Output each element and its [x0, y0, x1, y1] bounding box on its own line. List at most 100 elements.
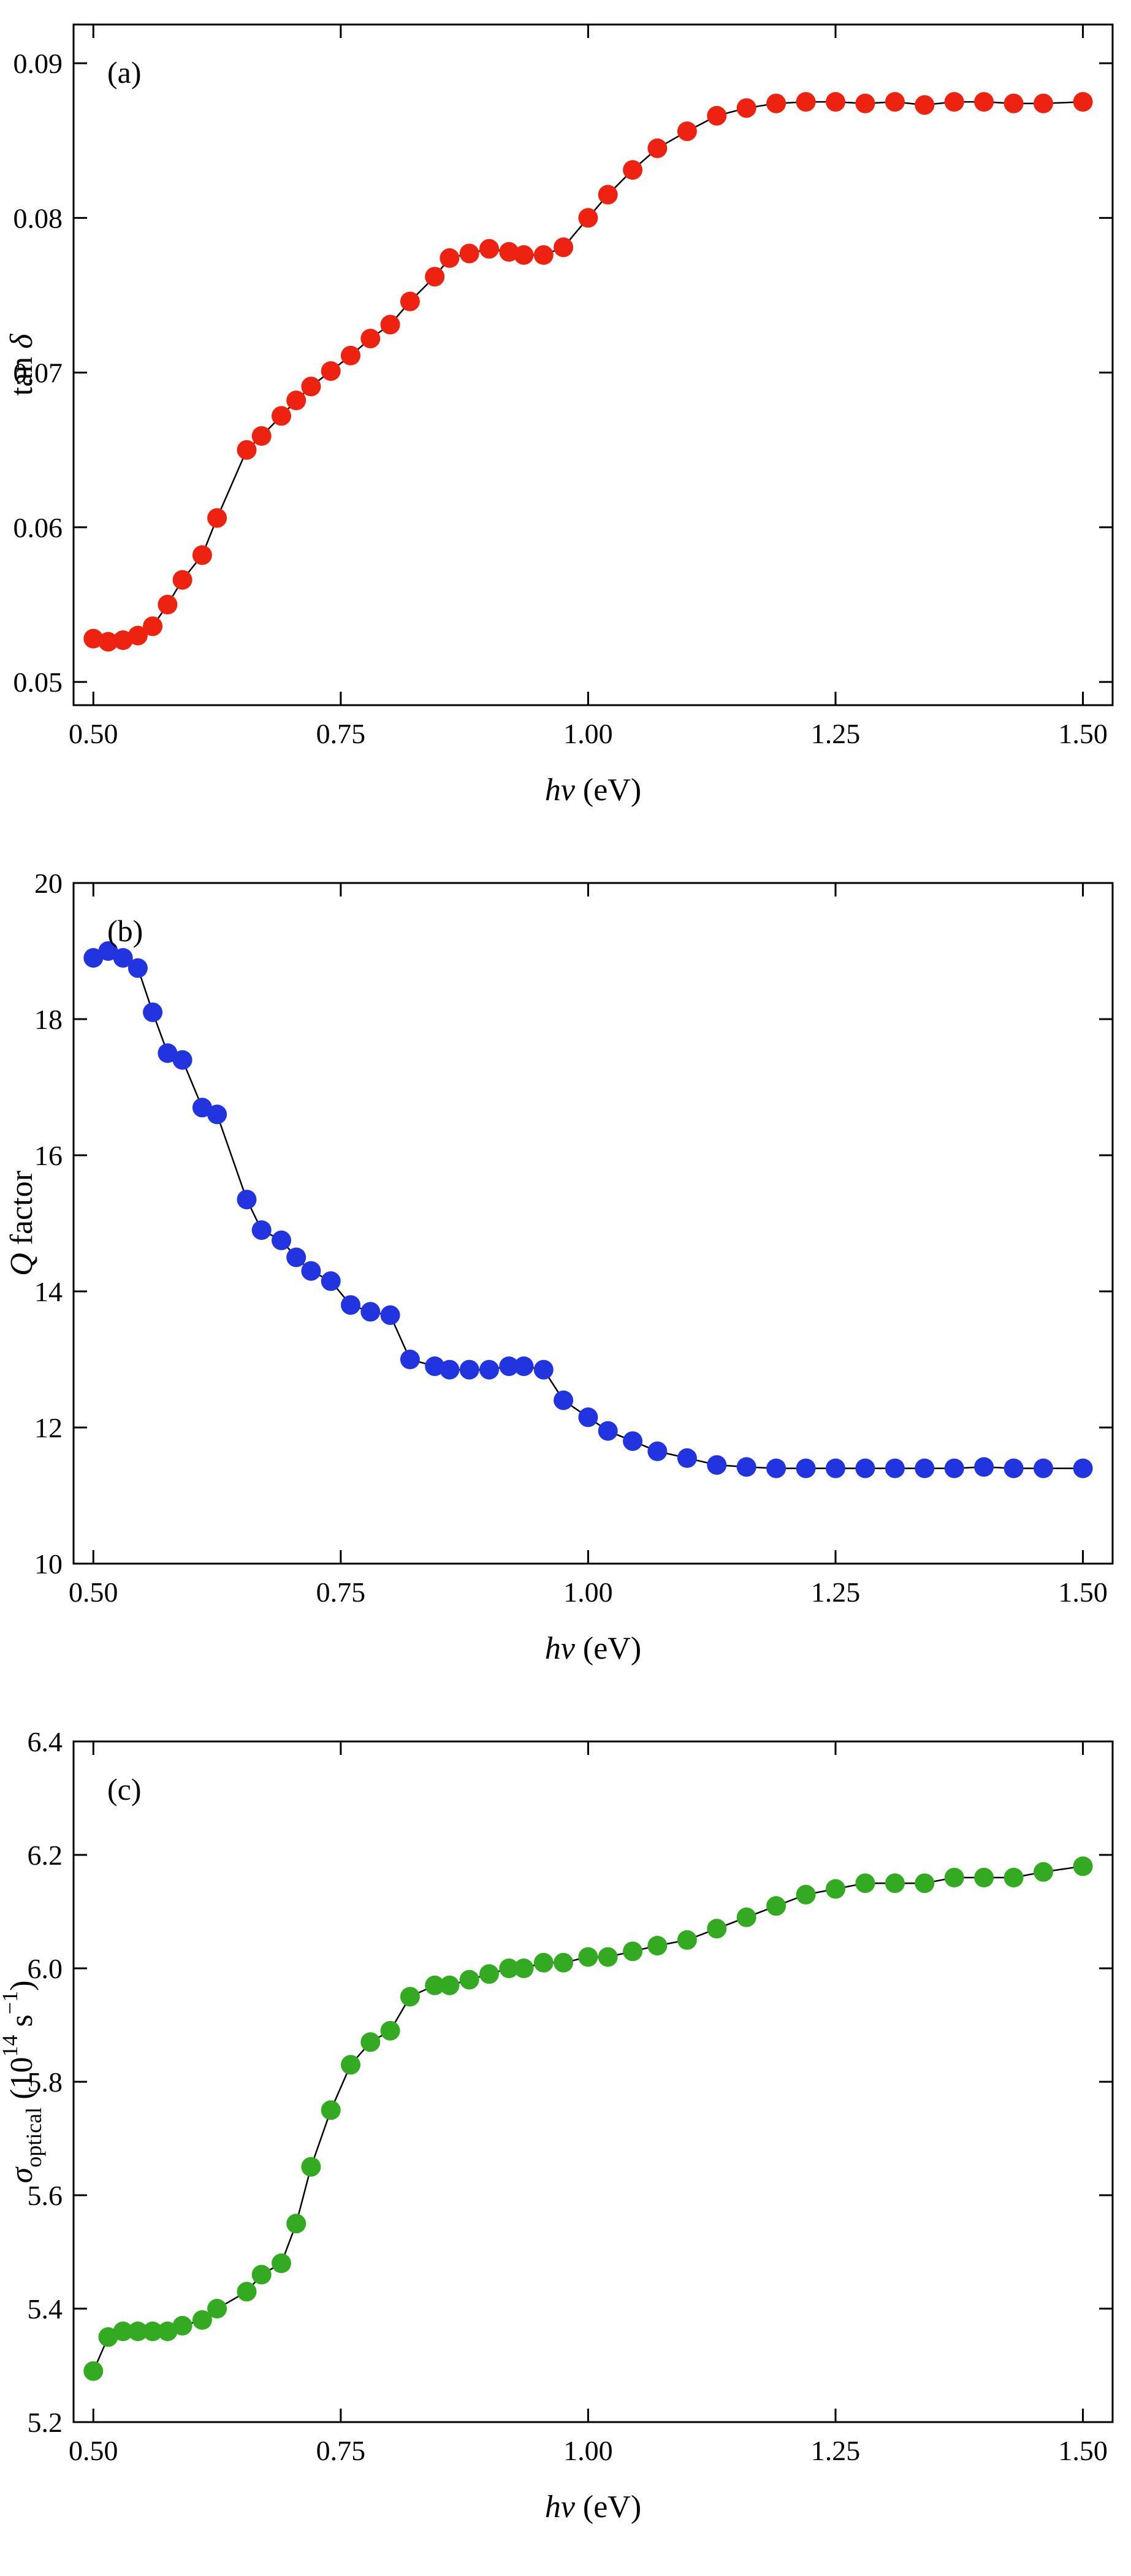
- data-point: [83, 2361, 104, 2381]
- data-point: [113, 948, 133, 968]
- y-tick-label: 5.8: [28, 2066, 63, 2098]
- x-tick-label: 1.25: [811, 1577, 861, 1608]
- data-point: [128, 625, 148, 646]
- panel-letter: (b): [107, 914, 143, 948]
- data-point: [440, 1359, 460, 1380]
- x-tick-label: 1.25: [811, 2435, 861, 2466]
- y-tick-label: 0.06: [13, 512, 63, 543]
- series-line: [93, 101, 1083, 643]
- y-tick-label: 6.4: [28, 1726, 63, 1757]
- x-tick-label: 1.50: [1058, 2435, 1108, 2466]
- data-point: [598, 185, 618, 205]
- plot-frame: [72, 882, 1114, 1565]
- data-point: [158, 2322, 178, 2341]
- data-point: [286, 391, 307, 410]
- panel-b: 0.50 0.75 1.00 1.25 1.50 10 12 14 16 18 20 (b) hν (e…: [0, 858, 1131, 1717]
- data-point: [479, 1359, 499, 1380]
- data-point: [944, 92, 964, 112]
- data-point: [98, 632, 118, 652]
- chart-sigma-optical: 0.50 0.75 1.00 1.25 1.50 5.2 5.4 5.6 5.8 6.0 6.2 6.…: [0, 1726, 1114, 2524]
- data-point: [796, 1884, 816, 1905]
- data-point: [459, 1970, 479, 1990]
- x-tick-label: 1.00: [563, 2435, 613, 2466]
- data-point: [321, 361, 341, 381]
- chart-q-factor: 0.50 0.75 1.00 1.25 1.50 10 12 14 16 18 20 (b) hν (e…: [4, 868, 1114, 1666]
- data-point: [360, 329, 381, 349]
- x-tick-label: 0.75: [316, 718, 366, 749]
- data-point: [400, 291, 420, 311]
- data-point: [1003, 1458, 1024, 1478]
- data-point: [944, 1868, 964, 1887]
- y-tick-label: 5.6: [28, 2180, 63, 2211]
- data-point: [143, 1002, 163, 1022]
- data-point: [251, 426, 272, 446]
- x-tick-label: 1.00: [563, 1577, 613, 1608]
- data-point: [251, 2265, 272, 2285]
- data-point: [172, 1050, 192, 1070]
- data-point: [707, 1919, 727, 1939]
- x-tick-label: 1.00: [563, 718, 613, 749]
- data-point: [499, 242, 519, 262]
- data-point: [598, 1947, 618, 1967]
- data-point: [158, 595, 178, 614]
- data-point: [1034, 1458, 1053, 1478]
- data-point: [301, 2157, 321, 2177]
- data-point: [974, 92, 994, 112]
- data-point: [380, 2020, 400, 2041]
- data-point: [459, 1359, 479, 1380]
- data-point: [826, 1879, 845, 1899]
- data-point: [826, 1458, 845, 1478]
- data-point: [578, 1407, 598, 1428]
- y-axis-label: Q factor: [4, 1171, 39, 1276]
- data-point: [514, 1356, 534, 1377]
- data-point: [1073, 1856, 1093, 1876]
- data-point: [514, 1959, 534, 1978]
- data-point: [533, 1359, 554, 1380]
- panel-c: 0.50 0.75 1.00 1.25 1.50 5.2 5.4 5.6 5.8 6.0 6.2 6.…: [0, 1717, 1131, 2576]
- data-point: [499, 1959, 519, 1978]
- y-tick-label: 5.4: [28, 2293, 63, 2325]
- data-point: [766, 1458, 786, 1478]
- y-tick-label: 6.0: [28, 1953, 63, 1984]
- data-point: [207, 2299, 227, 2318]
- data-point: [647, 1441, 668, 1461]
- data-point: [915, 1873, 935, 1894]
- x-axis-label: hν (eV): [545, 773, 641, 808]
- data-point: [341, 2055, 360, 2075]
- data-point: [1034, 1862, 1053, 1882]
- data-point: [143, 2322, 163, 2341]
- y-tick-label: 0.08: [13, 202, 63, 234]
- data-point: [192, 1098, 212, 1118]
- panel-letter: (c): [107, 1772, 142, 1806]
- y-tick-label: 6.2: [28, 1840, 63, 1871]
- data-point: [192, 2310, 212, 2330]
- x-tick-label: 0.75: [316, 2435, 366, 2466]
- x-tick-label: 0.50: [69, 2435, 118, 2466]
- data-point: [286, 2214, 307, 2234]
- x-tick-label: 1.25: [811, 718, 861, 749]
- data-point: [766, 1896, 786, 1916]
- plot-frame: [72, 1740, 1114, 2423]
- y-tick-label: 0.05: [13, 667, 63, 698]
- data-point: [207, 1104, 227, 1125]
- data-point: [623, 160, 643, 180]
- series-line: [93, 950, 1083, 1469]
- data-point: [301, 1261, 321, 1281]
- data-point: [885, 92, 905, 112]
- data-point: [237, 2282, 257, 2302]
- data-point: [158, 1043, 178, 1063]
- data-point: [677, 1930, 697, 1950]
- data-point: [425, 1356, 445, 1377]
- data-point: [272, 2253, 291, 2273]
- data-point: [237, 1190, 257, 1210]
- y-tick-label: 12: [34, 1412, 63, 1443]
- panel-letter: (a): [107, 55, 142, 90]
- data-point: [974, 1868, 994, 1887]
- data-point: [598, 1421, 618, 1441]
- data-point: [360, 2032, 381, 2052]
- data-point: [98, 941, 118, 961]
- x-tick-label: 0.50: [69, 718, 118, 749]
- data-point: [796, 92, 816, 112]
- y-tick-label: 5.2: [28, 2407, 63, 2438]
